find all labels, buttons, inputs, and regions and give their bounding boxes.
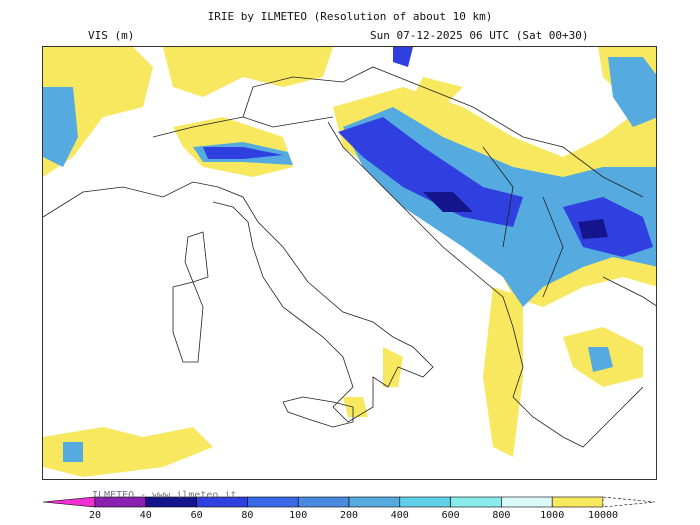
legend-swatch [501, 496, 553, 508]
legend-tick-label: 40 [139, 510, 152, 521]
legend-high-arrow [602, 496, 656, 508]
valid-time-label: Sun 07-12-2025 06 UTC (Sat 00+30) [370, 29, 589, 42]
legend-swatch [551, 496, 604, 508]
legend-tick-label: 20 [88, 510, 102, 521]
visibility-40-60-areas [423, 192, 608, 239]
legend-tick-label: 400 [390, 510, 409, 521]
watermark: ILMETEO - www.ilmeteo.it [92, 490, 237, 501]
coastlines-and-borders [43, 66, 656, 448]
legend-tick-label: 100 [289, 510, 308, 521]
legend-swatch [399, 496, 451, 508]
chart-title: IRIE by ILMETEO (Resolution of about 10 … [207, 10, 493, 23]
visibility-map [42, 46, 657, 480]
legend-swatch [348, 496, 401, 508]
variable-label: VIS (m) [88, 29, 135, 42]
legend-swatch [450, 496, 502, 508]
legend-low-arrow [42, 496, 96, 508]
map-canvas [43, 47, 656, 477]
legend-tick-label: 600 [441, 510, 460, 521]
legend-swatch [297, 496, 350, 508]
legend-tick-label: 60 [190, 510, 203, 521]
legend-swatch [247, 496, 299, 508]
legend-tick-label: 200 [339, 510, 359, 521]
legend-tick-label: 1000 [540, 510, 565, 521]
visibility-60-80-areas [203, 47, 653, 257]
legend-tick-label: 800 [492, 510, 511, 521]
legend-tick-label: 80 [241, 510, 254, 521]
legend-tick-label: 10000 [587, 510, 619, 521]
color-legend [42, 496, 656, 508]
